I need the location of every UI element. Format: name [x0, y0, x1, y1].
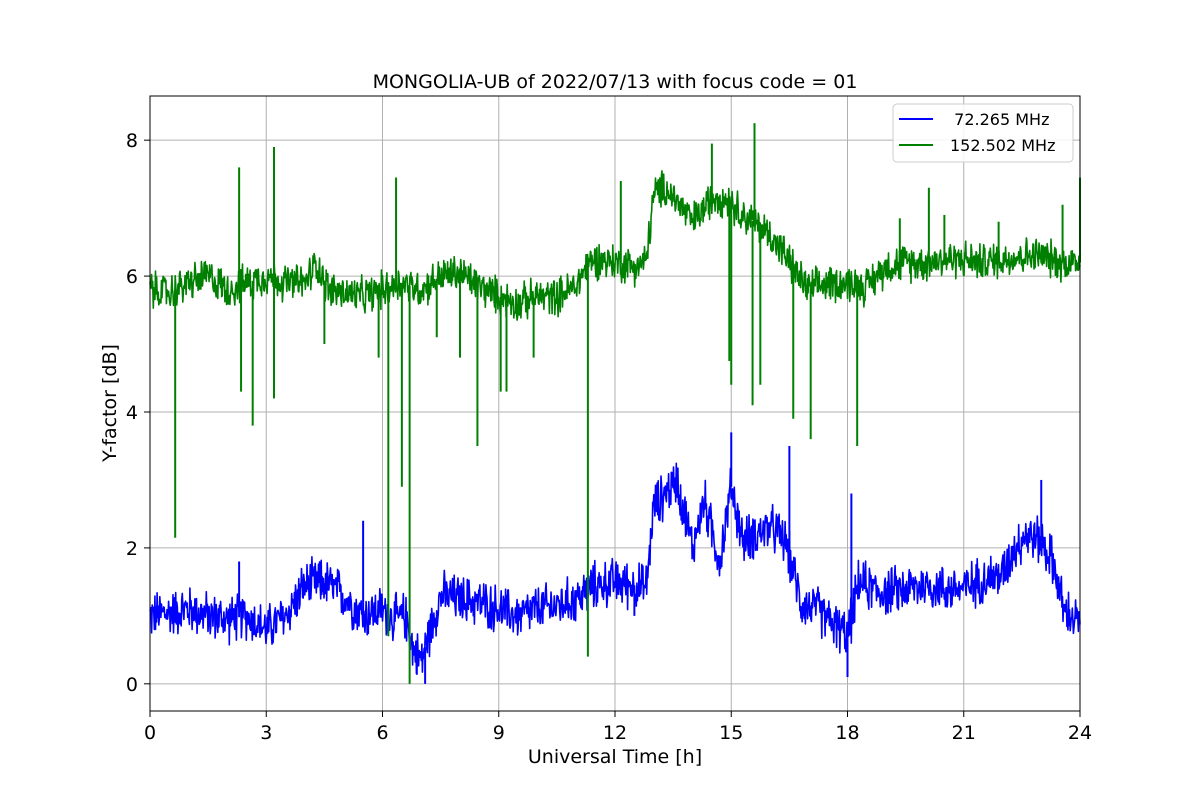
series-line: [149, 462, 1081, 675]
series-72mhz: [149, 432, 1081, 684]
plot-frame: [149, 95, 1081, 712]
x-tick-label: 0: [144, 722, 156, 744]
x-tick-label: 12: [603, 722, 627, 744]
legend-label-72mhz: 72.265 MHz: [944, 110, 1049, 129]
legend-label-152mhz: 152.502 MHz: [950, 136, 1055, 155]
y-tick-label: 4: [126, 402, 138, 424]
y-tick-label: 8: [126, 130, 138, 152]
legend-box: [892, 103, 1074, 163]
y-axis-label: Y-factor [dB]: [99, 344, 121, 463]
x-tick-label: 9: [493, 722, 505, 744]
series-layer: [149, 123, 1081, 684]
x-tick-label: 21: [952, 722, 976, 744]
x-tick-label: 24: [1068, 722, 1092, 744]
legend: 72.265 MHz 152.502 MHz: [892, 103, 1074, 163]
x-tick-label: 18: [835, 722, 859, 744]
series-line: [149, 170, 1081, 321]
x-tick-label: 15: [719, 722, 743, 744]
y-tick-label: 2: [126, 538, 138, 560]
y-tick-label: 6: [126, 266, 138, 288]
x-axis-label: Universal Time [h]: [528, 746, 702, 768]
series-152mhz: [149, 123, 1081, 684]
x-tick-label: 6: [376, 722, 388, 744]
chart-title: MONGOLIA-UB of 2022/07/13 with focus cod…: [373, 71, 858, 93]
x-tick-label: 3: [260, 722, 272, 744]
y-tick-label: 0: [126, 674, 138, 696]
